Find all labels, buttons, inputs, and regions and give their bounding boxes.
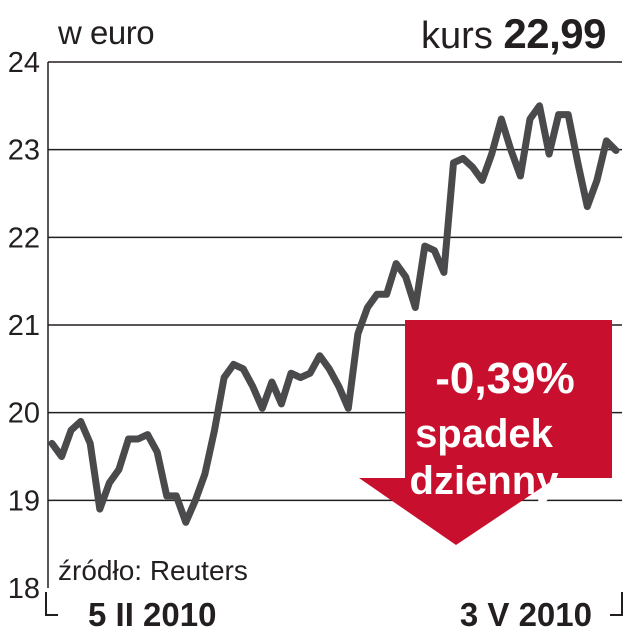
unit-label: w euro bbox=[58, 14, 155, 51]
badge-line2: dzienny bbox=[410, 459, 560, 503]
y-tick-label: 19 bbox=[8, 485, 40, 517]
plot-frame bbox=[47, 61, 622, 588]
x-axis-left-bracket bbox=[45, 592, 58, 616]
x-axis-right-bracket bbox=[610, 592, 623, 616]
y-tick-label: 18 bbox=[8, 573, 40, 605]
badge-line1: spadek bbox=[415, 412, 554, 456]
badge-change: -0,39% bbox=[435, 354, 574, 403]
y-tick-label: 24 bbox=[8, 47, 40, 79]
price-value: 22,99 bbox=[503, 10, 606, 57]
y-axis-ticks: 18 19 20 21 22 23 24 bbox=[8, 47, 40, 605]
price-label: kurs bbox=[421, 15, 493, 57]
x-axis: 5 II 2010 3 V 2010 bbox=[45, 592, 623, 633]
y-tick-label: 23 bbox=[8, 135, 40, 167]
down-arrow-icon bbox=[359, 320, 612, 545]
x-end-label: 3 V 2010 bbox=[460, 596, 592, 633]
x-start-label: 5 II 2010 bbox=[88, 596, 216, 633]
price-line bbox=[48, 102, 620, 526]
price-display: kurs 22,99 bbox=[421, 10, 606, 58]
y-tick-label: 21 bbox=[8, 310, 40, 342]
source-note: źródło: Reuters bbox=[58, 555, 248, 586]
y-tick-label: 22 bbox=[8, 222, 40, 254]
y-tick-label: 20 bbox=[8, 398, 40, 430]
daily-change-badge: -0,39% spadek dzienny bbox=[359, 320, 612, 545]
